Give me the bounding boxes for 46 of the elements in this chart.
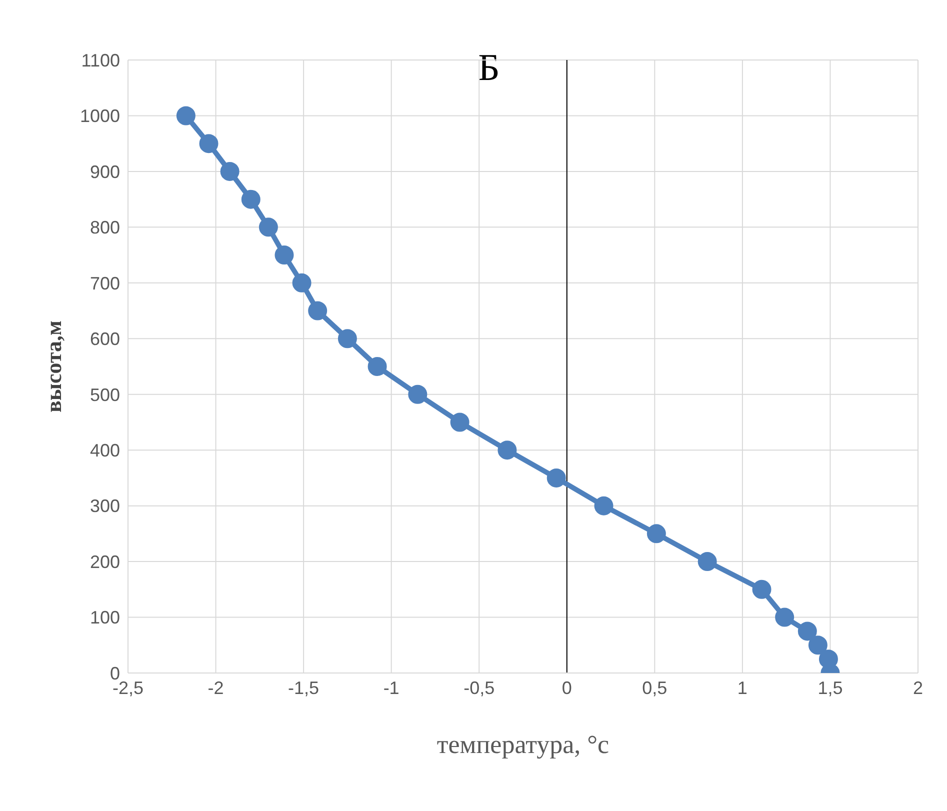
point xyxy=(752,580,772,599)
point xyxy=(498,440,517,460)
y-tick-label: 900 xyxy=(90,162,120,182)
point xyxy=(546,468,566,488)
point xyxy=(199,134,218,154)
point xyxy=(241,190,260,209)
point xyxy=(338,329,357,348)
y-tick-label: 600 xyxy=(90,329,120,350)
y-tick-label: 1000 xyxy=(80,106,120,126)
x-tick-label: 1,5 xyxy=(818,678,843,698)
y-tick-label: 200 xyxy=(90,552,120,572)
point xyxy=(818,650,838,669)
point xyxy=(220,162,240,181)
point xyxy=(274,246,294,265)
x-axis-title: температура, °с xyxy=(436,730,610,759)
y-tick-label: 300 xyxy=(90,496,120,516)
point xyxy=(698,552,717,572)
point xyxy=(258,218,278,237)
x-tick-label: 0 xyxy=(562,678,572,698)
y-tick-label: 800 xyxy=(90,218,120,238)
point xyxy=(646,524,666,544)
y-tick-label: 500 xyxy=(90,384,120,405)
point xyxy=(798,622,817,641)
x-tick-label: -0,5 xyxy=(464,678,495,698)
x-tick-label: -1 xyxy=(383,678,400,698)
point xyxy=(408,384,428,404)
x-tick-label: 2 xyxy=(912,678,924,698)
x-tick-label: -2 xyxy=(208,678,224,698)
x-tick-label: 1 xyxy=(737,678,748,698)
point xyxy=(450,412,470,432)
point xyxy=(292,273,312,292)
chart-title: Б xyxy=(478,46,500,90)
x-tick-label: 0,5 xyxy=(642,678,668,698)
point xyxy=(176,106,196,126)
y-tick-label: 0 xyxy=(110,663,120,684)
y-tick-label: 700 xyxy=(90,273,120,294)
y-tick-label: 100 xyxy=(90,608,120,628)
y-axis-title: высота,м xyxy=(40,320,66,413)
x-tick-label: -1,5 xyxy=(288,678,320,698)
point xyxy=(308,301,328,320)
point xyxy=(368,357,387,376)
y-tick-label: 400 xyxy=(90,440,120,460)
point xyxy=(808,636,828,655)
point xyxy=(594,496,614,516)
point xyxy=(775,608,794,627)
y-tick-label: 1100 xyxy=(81,50,120,70)
